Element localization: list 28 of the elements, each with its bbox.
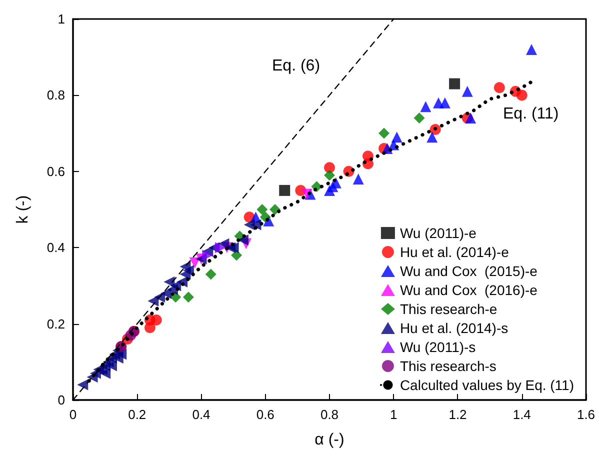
y-tick-label: 0 — [58, 392, 65, 408]
legend-label: Hu et al. (2014)-e — [400, 244, 510, 260]
x-tick-label: 1 — [390, 407, 398, 422]
x-axis-title: α (-) — [314, 432, 344, 448]
legend-label: Wu and Cox (2015)-e — [400, 263, 538, 279]
x-tick-label: 0.6 — [256, 407, 274, 422]
legend-label: Wu (2011)-e — [400, 225, 477, 241]
x-tick-label: 0.4 — [192, 407, 210, 422]
y-tick-label: 1 — [58, 12, 65, 26]
legend-label: Calculted values by Eq. (11) — [400, 377, 574, 393]
x-tick-label: 0.8 — [320, 407, 339, 422]
y-tick-label: 0.6 — [46, 164, 65, 179]
legend-label: Hu et al. (2014)-s — [400, 320, 508, 336]
annotation: Eq. (11) — [503, 106, 559, 122]
annotation: Eq. (6) — [272, 58, 320, 74]
y-tick-label: 0.4 — [46, 240, 65, 256]
legend-label: This research-e — [400, 301, 498, 317]
y-tick-label: 0.8 — [46, 88, 65, 103]
legend-label: Wu and Cox (2016)-e — [400, 282, 538, 298]
y-tick-label: 0.2 — [46, 316, 65, 332]
x-tick-label: 1.2 — [448, 407, 467, 422]
legend-label: This research-s — [400, 358, 496, 374]
y-axis-title: k (-) — [14, 195, 32, 224]
x-tick-label: 1.4 — [512, 407, 531, 422]
x-tick-label: 0 — [69, 407, 77, 422]
legend-label: Wu (2011)-s — [400, 339, 476, 355]
x-tick-label: 0.2 — [128, 407, 146, 422]
x-tick-label: 1.6 — [576, 407, 596, 422]
